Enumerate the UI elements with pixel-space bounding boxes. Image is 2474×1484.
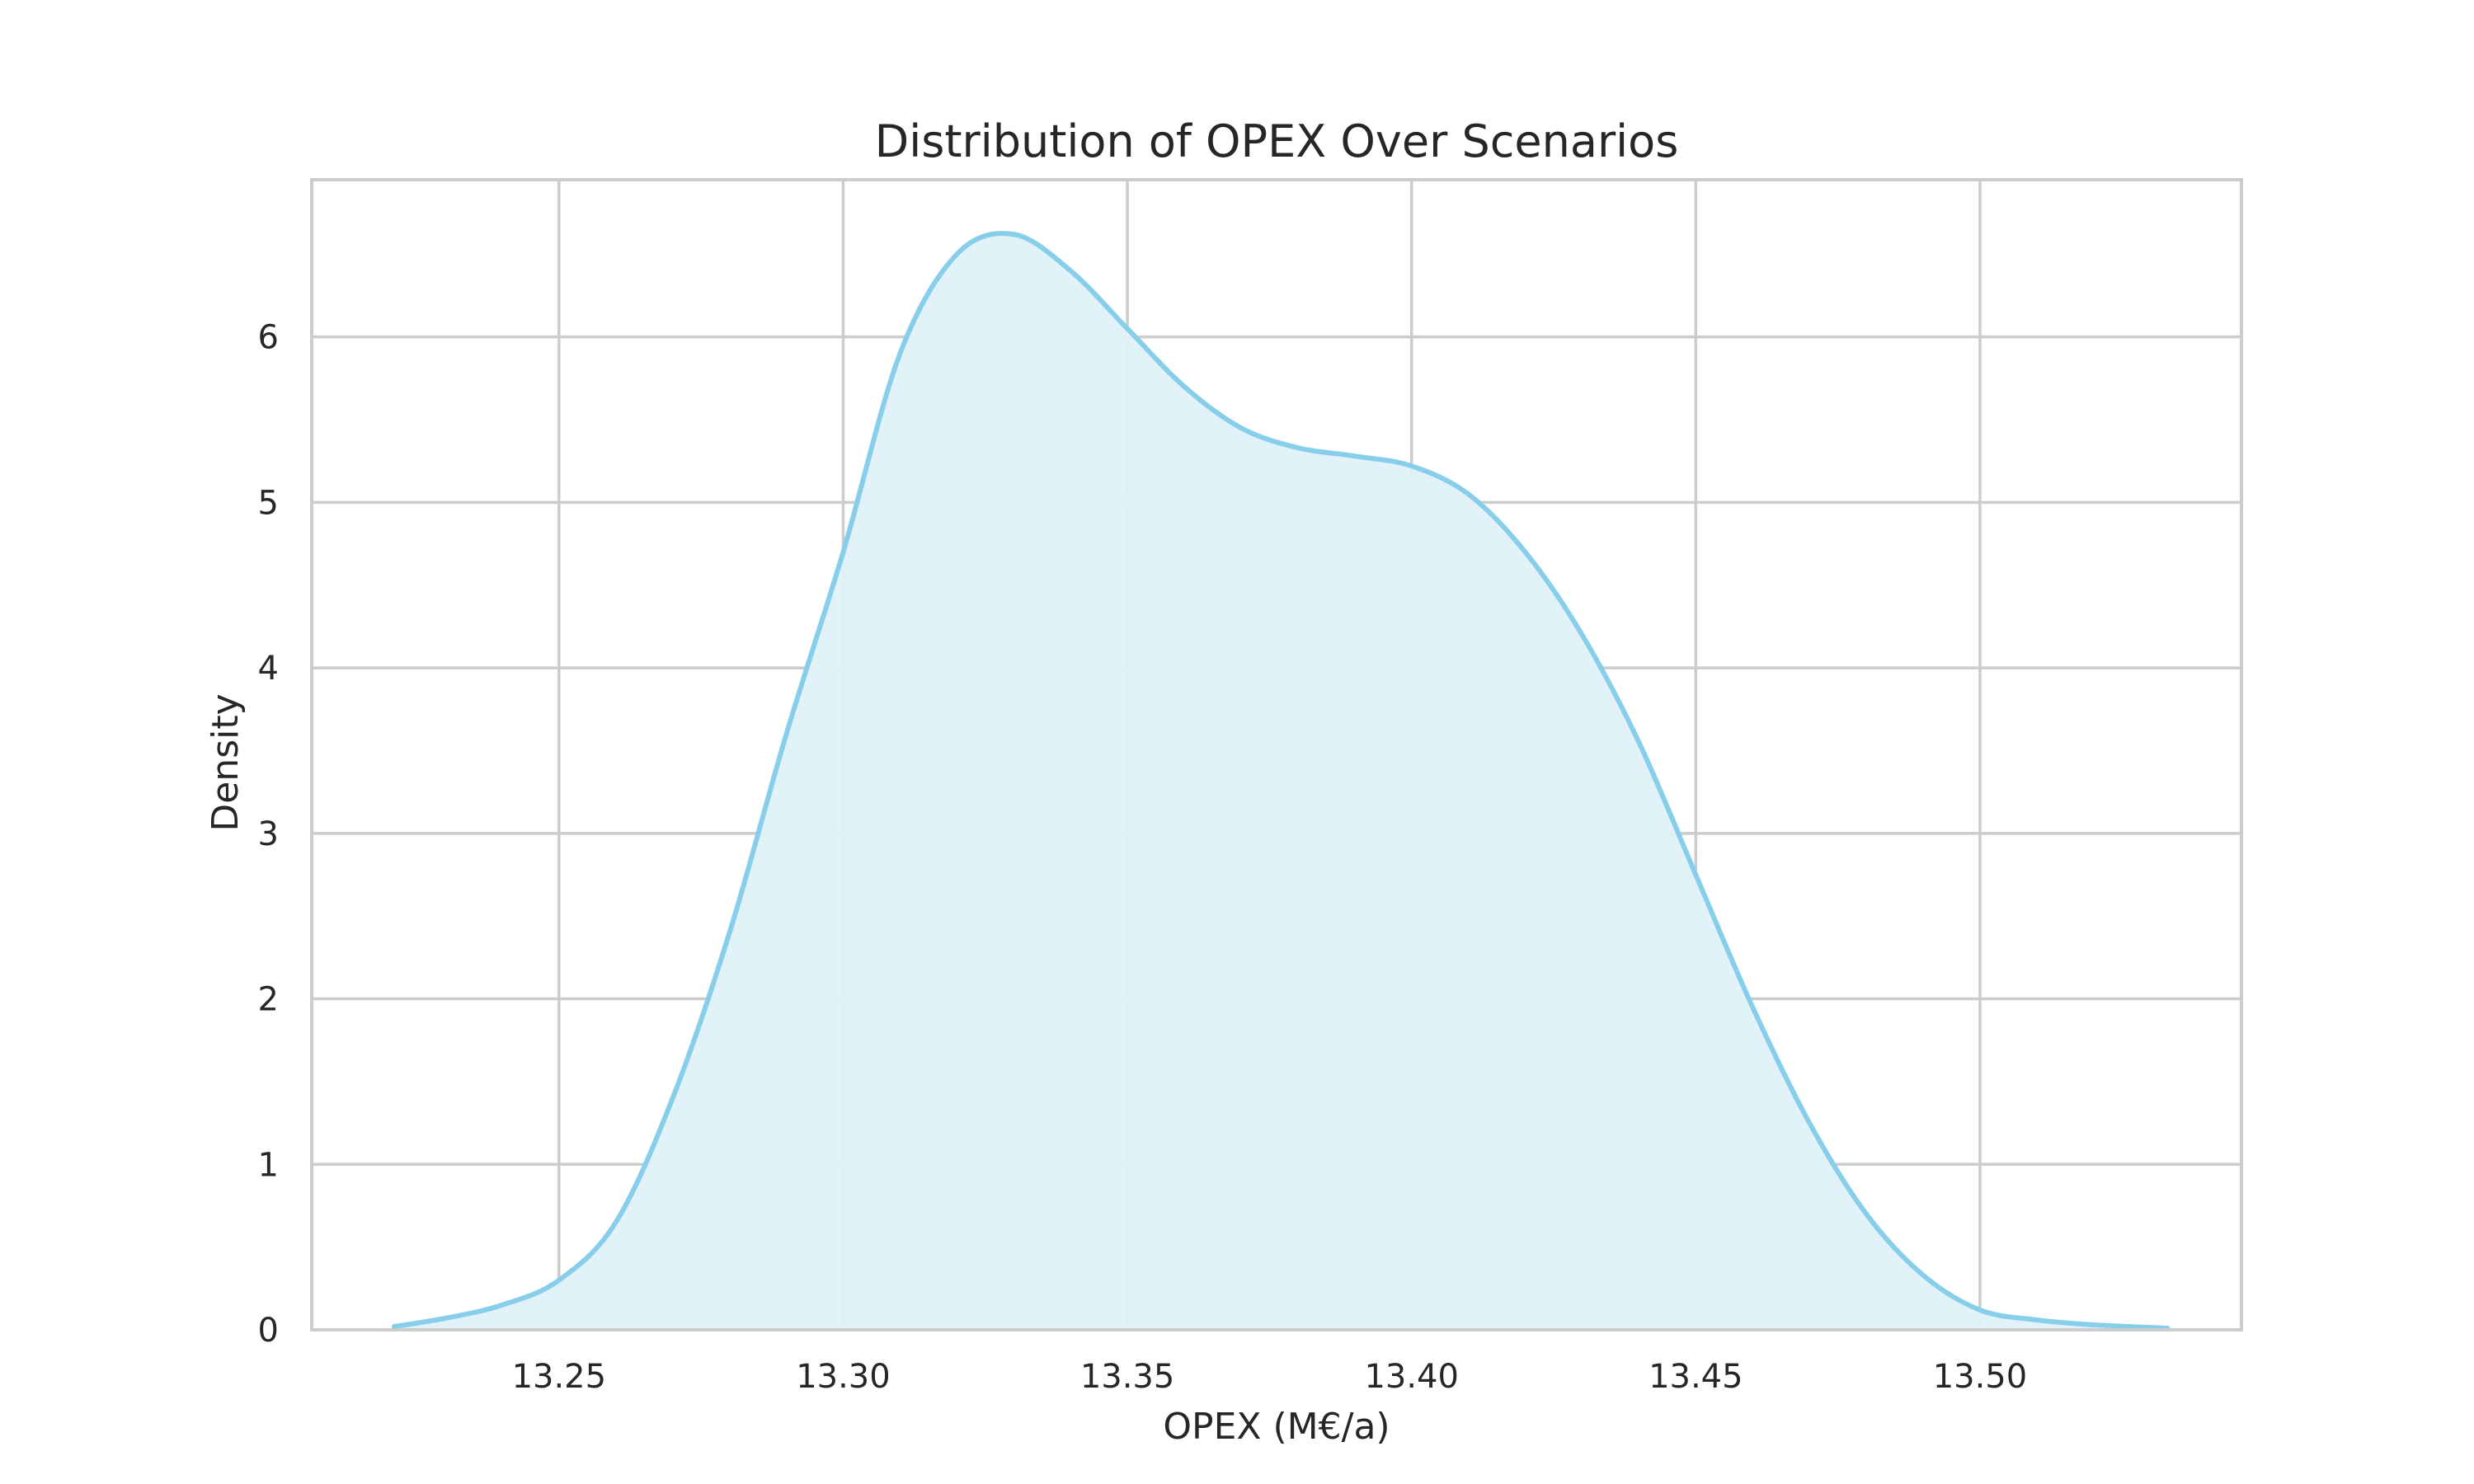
y-tick-label: 4 — [258, 650, 279, 688]
x-tick-label: 13.30 — [796, 1358, 891, 1396]
x-axis-label: OPEX (M€/a) — [1163, 1406, 1390, 1448]
x-tick-label: 13.40 — [1364, 1358, 1459, 1396]
y-tick-labels: 0 1 2 3 4 5 6 — [258, 319, 279, 1350]
y-tick-label: 2 — [258, 981, 279, 1019]
density-line — [391, 231, 2171, 1331]
y-tick-label: 1 — [258, 1146, 279, 1184]
x-tick-label: 13.25 — [512, 1358, 607, 1396]
plot-frame — [310, 178, 2243, 1331]
density-area — [393, 233, 2168, 1331]
y-tick-label: 5 — [258, 484, 279, 522]
x-tick-label: 13.45 — [1649, 1358, 1743, 1396]
y-tick-label: 3 — [258, 815, 279, 853]
y-tick-label: 6 — [258, 319, 279, 357]
x-tick-label: 13.35 — [1080, 1358, 1175, 1396]
x-tick-label: 13.50 — [1933, 1358, 2028, 1396]
chart-title: Distribution of OPEX Over Scenarios — [875, 115, 1679, 167]
y-tick-label: 0 — [258, 1312, 279, 1350]
x-tick-labels: 13.25 13.30 13.35 13.40 13.45 13.50 — [512, 1358, 2028, 1396]
y-axis-label: Density — [205, 693, 247, 831]
